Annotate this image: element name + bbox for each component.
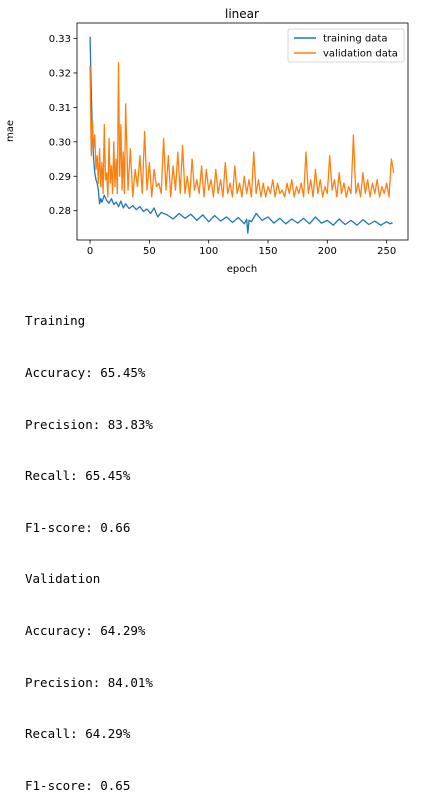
training-recall: Recall: 65.45% <box>25 468 131 484</box>
y-tick-label: 0.31 <box>49 103 71 114</box>
legend-box <box>287 28 405 63</box>
chart-title: linear <box>225 7 259 21</box>
training-precision: Precision: 83.83% <box>25 416 153 432</box>
x-tick-label: 200 <box>318 246 337 257</box>
legend: training data validation data <box>287 28 405 63</box>
validation-f1: F1-score: 0.65 <box>25 777 131 793</box>
y-tick-label: 0.28 <box>49 206 71 217</box>
x-axis-label: epoch <box>227 264 257 275</box>
metrics-output: Training Accuracy: 65.45% Precision: 83.… <box>25 278 153 811</box>
mae-line-chart: linear 0 50 100 150 200 250 0.28 0.29 0.30 0.31 0.… <box>5 7 409 275</box>
plot-frame <box>76 22 409 241</box>
x-tick-label: 250 <box>377 246 396 257</box>
x-tick-label: 150 <box>258 246 277 257</box>
y-tick-label: 0.32 <box>49 68 71 79</box>
x-tick-label: 100 <box>199 246 218 257</box>
validation-accuracy: Accuracy: 64.29% <box>25 622 146 638</box>
training-f1: F1-score: 0.66 <box>25 519 131 535</box>
legend-label-training: training data <box>323 34 387 45</box>
legend-label-validation: validation data <box>323 49 398 60</box>
training-data-line <box>89 36 393 234</box>
validation-precision: Precision: 84.01% <box>25 674 153 690</box>
y-axis-label: mae <box>5 120 16 142</box>
y-tick-label: 0.33 <box>49 34 71 45</box>
validation-header: Validation <box>25 571 101 587</box>
training-header: Training <box>25 313 86 329</box>
training-accuracy: Accuracy: 65.45% <box>25 365 146 380</box>
y-tick-label: 0.29 <box>49 172 71 183</box>
validation-recall: Recall: 64.29% <box>25 726 131 742</box>
x-tick-label: 50 <box>143 246 156 257</box>
y-tick-label: 0.30 <box>49 137 71 148</box>
validation-data-line <box>89 61 395 198</box>
x-tick-label: 0 <box>87 246 93 257</box>
